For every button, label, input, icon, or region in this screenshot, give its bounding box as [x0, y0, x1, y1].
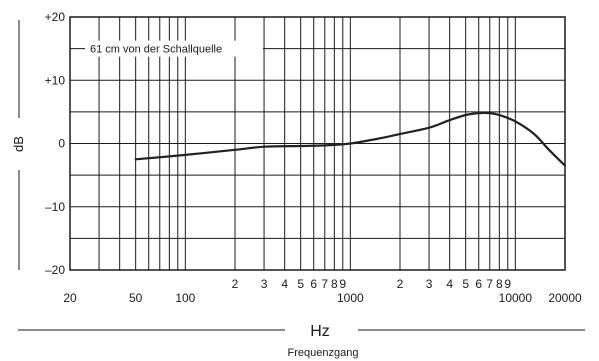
x-tick-label-major: 10000	[499, 291, 533, 305]
x-tick-label-minor: 4	[446, 277, 453, 291]
x-tick-label-minor: 4	[281, 277, 288, 291]
x-axis-sublabel: Frequenzgang	[288, 347, 359, 359]
x-tick-label-minor: 5	[462, 277, 469, 291]
x-tick-label-major: 100	[175, 291, 195, 305]
x-tick-label-major: 50	[129, 291, 143, 305]
x-tick-label-minor: 2	[232, 277, 239, 291]
x-tick-label-major: 20	[63, 291, 77, 305]
x-tick-label-minor: 9	[339, 277, 346, 291]
x-tick-label-minor: 3	[426, 277, 433, 291]
y-tick-label: –20	[45, 263, 65, 277]
y-tick-label: +10	[45, 73, 66, 87]
response-curve	[134, 111, 567, 167]
distance-annotation: 61 cm von der Schallquelle	[90, 44, 222, 56]
x-tick-label-minor: 8	[496, 277, 503, 291]
x-tick-label-minor: 7	[486, 277, 493, 291]
x-tick-label-minor: 2	[397, 277, 404, 291]
x-tick-label-minor: 9	[504, 277, 511, 291]
y-tick-label: 0	[58, 137, 65, 151]
x-tick-label-minor: 3	[261, 277, 268, 291]
x-axis-label: Hz	[310, 323, 330, 340]
x-tick-label-minor: 6	[310, 277, 317, 291]
x-tick-label-minor: 6	[475, 277, 482, 291]
y-tick-label: –10	[45, 200, 65, 214]
y-axis-label: dB	[11, 136, 26, 152]
x-tick-label-minor: 7	[321, 277, 328, 291]
y-tick-labels: +20 +10 0 –10 –20	[45, 10, 66, 277]
y-tick-label: +20	[45, 10, 66, 24]
x-tick-label-minor: 5	[297, 277, 304, 291]
x-tick-label-minor: 8	[331, 277, 338, 291]
annotation-background	[85, 40, 263, 57]
grid	[70, 17, 565, 270]
plot-frame	[69, 16, 566, 271]
x-tick-label-major: 1000	[337, 291, 364, 305]
x-tick-label-major: 20000	[548, 291, 582, 305]
